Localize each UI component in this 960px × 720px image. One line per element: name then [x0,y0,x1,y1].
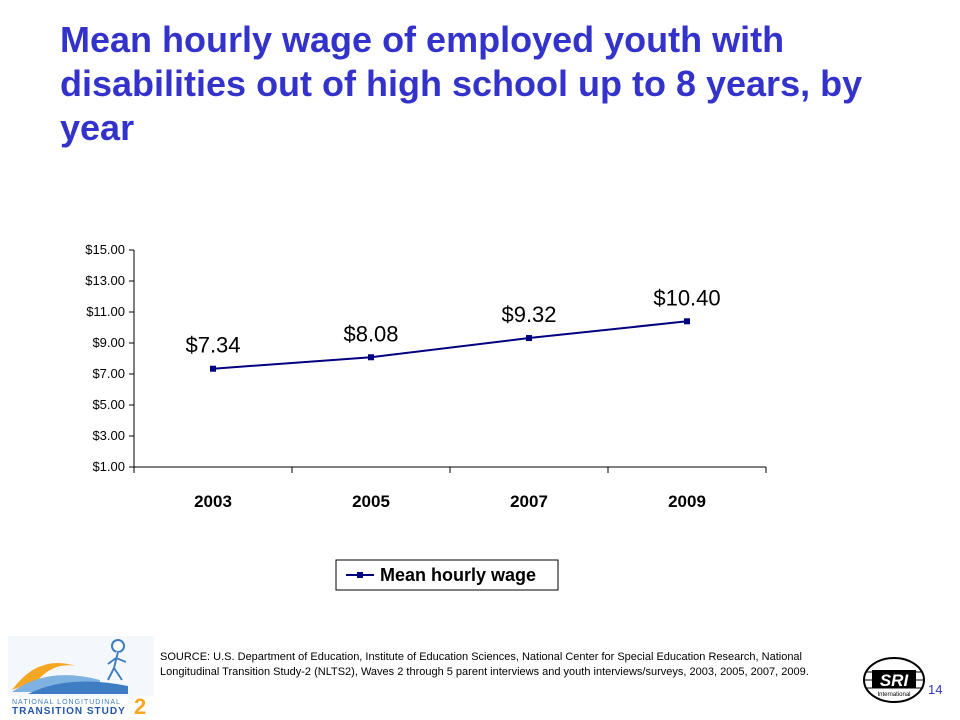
y-tick-label: $15.00 [85,242,125,257]
data-point [210,365,216,372]
x-axis-ticks: 2003 2005 2007 2009 [133,467,767,511]
y-tick-label: $9.00 [92,335,125,350]
data-label: $9.32 [501,302,556,327]
y-tick-label: $5.00 [92,397,125,412]
data-label: $8.08 [343,321,398,346]
x-tick-label: 2003 [194,492,232,511]
y-tick-label: $7.00 [92,366,125,381]
y-tick-label: $1.00 [92,459,125,474]
nlts2-logo: NATIONAL LONGITUDINAL TRANSITION STUDY 2 [8,636,154,716]
sri-logo-text: SRI [880,671,910,690]
data-point [526,335,532,342]
page-number: 14 [928,682,943,697]
nlts2-logo-line2: TRANSITION STUDY [12,706,126,716]
sri-international-logo: SRI International [863,657,925,703]
series-line [212,320,688,370]
nlts2-logo-line1: NATIONAL LONGITUDINAL [12,699,121,706]
y-tick-label: $11.00 [86,304,125,319]
data-point [684,318,690,325]
data-label: $7.34 [185,333,240,358]
legend-label: Mean hourly wage [380,565,536,585]
chart-legend: Mean hourly wage [335,559,559,591]
y-tick-label: $3.00 [92,428,125,443]
x-tick-label: 2005 [352,492,390,511]
x-tick-label: 2007 [510,492,548,511]
chart-series: $7.34 $8.08 $9.32 $10.40 [185,285,721,372]
slide-title: Mean hourly wage of employed youth with … [60,19,863,148]
chart-axes [133,250,766,468]
y-tick-label: $13.00 [85,273,125,288]
x-tick-label: 2009 [668,492,706,511]
data-label: $10.40 [653,285,720,310]
data-point [368,354,374,361]
sri-logo-subtext: International [877,692,910,698]
y-axis-ticks: $15.00 $13.00 $11.00 $9.00 $7.00 $5.00 $3.00 $1… [85,242,134,474]
nlts2-logo-mark: 2 [134,694,146,716]
source-note: SOURCE: U.S. Department of Education, In… [160,651,809,678]
legend-swatch-marker [357,572,363,578]
